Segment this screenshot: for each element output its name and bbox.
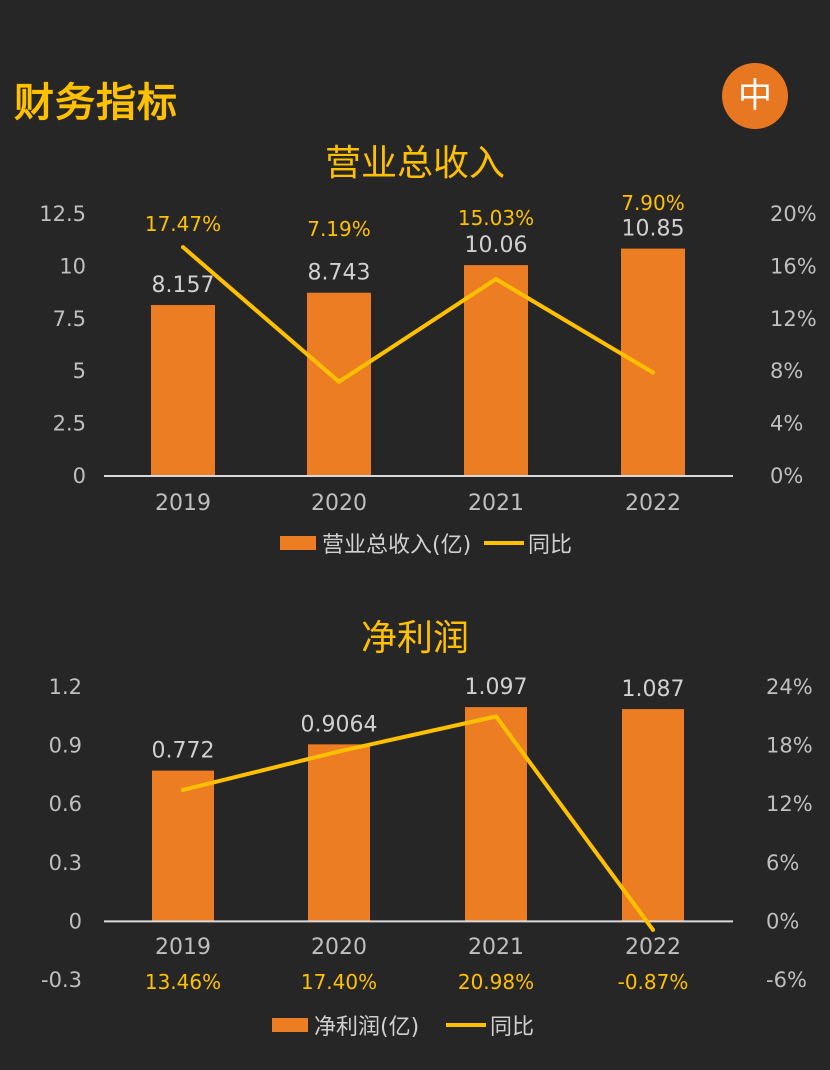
chart-title: 营业总收入: [325, 143, 505, 184]
bar-value-label: 8.157: [152, 273, 215, 298]
y-tick-right: 0%: [770, 464, 803, 488]
yoy-line: [182, 714, 655, 932]
yoy-point: [337, 379, 341, 384]
bar: [307, 292, 371, 476]
yoy-point: [651, 370, 655, 375]
legend-bar-label: 营业总收入(亿): [322, 533, 471, 558]
yoy-value-label: 13.46%: [145, 970, 221, 994]
x-tick-label: 2022: [625, 935, 681, 960]
bar-value-label: 0.772: [152, 739, 215, 764]
bar: [621, 248, 685, 476]
x-tick-label: 2020: [311, 935, 367, 960]
y-tick-left: 0: [69, 909, 82, 933]
bar-value-label: 8.743: [308, 261, 371, 286]
bar-value-label: 10.06: [465, 233, 528, 258]
y-tick-left: 5: [73, 359, 86, 383]
yoy-point: [181, 787, 185, 792]
yoy-value-label: 17.40%: [301, 970, 377, 994]
y-tick-left: 0.9: [49, 734, 82, 758]
chart-title: 净利润: [361, 618, 469, 659]
x-tick-label: 2019: [155, 491, 211, 516]
x-tick-label: 2020: [311, 491, 367, 516]
y-tick-right: 6%: [766, 851, 799, 875]
y-tick-left: 7.5: [53, 307, 86, 331]
x-tick-label: 2022: [625, 491, 681, 516]
yoy-value-label: -0.87%: [618, 970, 689, 994]
legend-line-label: 同比: [490, 1015, 534, 1040]
revenue-chart: 营业总收入 12.5 10 7.5 5 2.5 0 20% 16% 12% 8% 4% 0% 8.157 8…: [39, 143, 817, 558]
y-tick-left: 0: [73, 464, 86, 488]
y-tick-left: 0.3: [49, 851, 82, 875]
bar: [152, 770, 214, 922]
yoy-line: [181, 245, 655, 384]
y-tick-right: 12%: [766, 792, 813, 816]
yoy-point: [181, 245, 185, 250]
y-tick-left: 12.5: [39, 202, 86, 226]
bar: [464, 265, 528, 476]
y-tick-right: 18%: [766, 734, 813, 758]
yoy-point: [494, 277, 498, 282]
legend-bar-label: 净利润(亿): [314, 1015, 419, 1040]
y-tick-right: 12%: [770, 307, 817, 331]
y-tick-left: 2.5: [53, 412, 86, 436]
y-tick-left: 1.2: [49, 675, 82, 699]
yoy-value-label: 7.90%: [621, 191, 685, 215]
bar-value-label: 10.85: [622, 217, 685, 242]
level-badge: 中: [722, 63, 788, 129]
x-tick-label: 2021: [468, 491, 524, 516]
x-tick-label: 2021: [468, 935, 524, 960]
y-tick-right: 4%: [770, 412, 803, 436]
y-tick-left: 0.6: [49, 792, 82, 816]
yoy-point: [494, 714, 498, 719]
y-tick-right: 0%: [766, 909, 799, 933]
bar: [151, 305, 215, 476]
bar: [622, 709, 684, 922]
legend-line-label: 同比: [528, 533, 572, 558]
y-tick-left: 10: [59, 254, 86, 278]
x-tick-label: 2019: [155, 935, 211, 960]
y-tick-right: 8%: [770, 359, 803, 383]
legend-bar-swatch: [272, 1018, 308, 1032]
bar: [308, 744, 370, 922]
yoy-value-label: 15.03%: [458, 206, 534, 230]
yoy-value-label: 17.47%: [145, 212, 221, 236]
y-tick-right: 20%: [770, 202, 817, 226]
y-tick-right: -6%: [766, 968, 807, 992]
bar-value-label: 1.097: [465, 675, 528, 700]
legend-bar-swatch: [280, 536, 316, 550]
y-tick-right: 24%: [766, 675, 813, 699]
bar-value-label: 0.9064: [301, 712, 378, 737]
yoy-point: [651, 927, 655, 932]
yoy-value-label: 20.98%: [458, 970, 534, 994]
bar-value-label: 1.087: [622, 677, 685, 702]
yoy-value-label: 7.19%: [307, 217, 371, 241]
y-tick-right: 16%: [770, 254, 817, 278]
yoy-point: [337, 749, 341, 754]
net-profit-chart: 净利润 1.2 0.9 0.6 0.3 0 -0.3 24% 18% 12% 6% 0% -6% 0.77…: [41, 618, 813, 1040]
bar: [465, 707, 527, 922]
y-tick-left: -0.3: [41, 968, 82, 992]
page-title: 财务指标: [14, 80, 178, 126]
